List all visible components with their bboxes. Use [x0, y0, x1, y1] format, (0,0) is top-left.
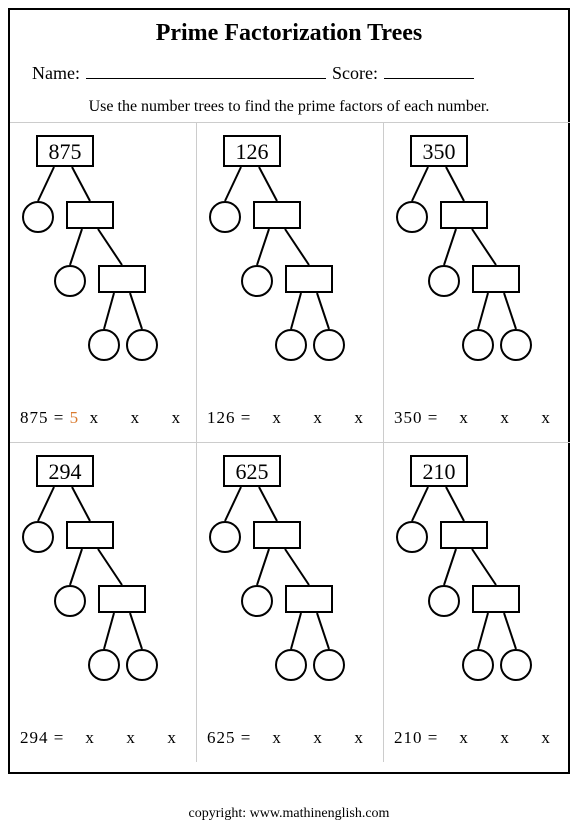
factor-circle[interactable]	[209, 521, 241, 553]
root-number-box: 294	[36, 455, 94, 487]
factor-circle[interactable]	[88, 329, 120, 361]
problem-cell: 875 875 = 5 x x x	[10, 122, 196, 442]
answer-prefix: 625 =	[207, 728, 257, 747]
factor-circle[interactable]	[126, 329, 158, 361]
factor-tree: 625	[205, 455, 375, 695]
answer-prefix: 294 =	[20, 728, 70, 747]
answer-line[interactable]: 875 = 5 x x x	[20, 408, 181, 428]
factor-circle[interactable]	[500, 649, 532, 681]
answer-tail: x x x	[79, 408, 181, 427]
problem-cell: 294 294 = x x x	[10, 442, 196, 762]
root-number-box: 126	[223, 135, 281, 167]
factor-tree: 350	[392, 135, 562, 375]
factor-circle[interactable]	[396, 521, 428, 553]
problem-cell: 126 126 = x x x	[196, 122, 383, 442]
factor-circle[interactable]	[241, 585, 273, 617]
answer-prefix: 126 =	[207, 408, 257, 427]
factor-box[interactable]	[253, 521, 301, 549]
problem-cell: 625 625 = x x x	[196, 442, 383, 762]
answer-line[interactable]: 350 = x x x	[394, 408, 551, 428]
answer-tail: x x x	[70, 728, 177, 747]
factor-circle[interactable]	[88, 649, 120, 681]
score-label: Score:	[332, 63, 378, 84]
answer-tail: x x x	[444, 728, 551, 747]
factor-box[interactable]	[285, 585, 333, 613]
factor-tree: 294	[18, 455, 188, 695]
page-title: Prime Factorization Trees	[10, 10, 568, 47]
factor-box[interactable]	[98, 585, 146, 613]
factor-circle[interactable]	[209, 201, 241, 233]
factor-tree: 210	[392, 455, 562, 695]
factor-circle[interactable]	[428, 265, 460, 297]
name-label: Name:	[32, 63, 80, 84]
factor-box[interactable]	[472, 585, 520, 613]
answer-tail: x x x	[257, 408, 364, 427]
factor-box[interactable]	[440, 201, 488, 229]
factor-circle[interactable]	[275, 329, 307, 361]
answer-line[interactable]: 625 = x x x	[207, 728, 364, 748]
factor-circle[interactable]	[462, 649, 494, 681]
answer-tail: x x x	[257, 728, 364, 747]
root-number-box: 625	[223, 455, 281, 487]
factor-circle[interactable]	[241, 265, 273, 297]
factor-circle[interactable]	[54, 265, 86, 297]
factor-circle[interactable]	[22, 521, 54, 553]
name-blank[interactable]	[86, 61, 326, 79]
copyright-text: copyright: www.mathinenglish.com	[0, 806, 578, 822]
factor-circle[interactable]	[22, 201, 54, 233]
answer-line[interactable]: 294 = x x x	[20, 728, 177, 748]
instruction-text: Use the number trees to find the prime f…	[10, 88, 568, 122]
factor-circle[interactable]	[54, 585, 86, 617]
answer-prefix: 350 =	[394, 408, 444, 427]
answer-highlight: 5	[70, 408, 80, 427]
answer-line[interactable]: 210 = x x x	[394, 728, 551, 748]
factor-box[interactable]	[66, 201, 114, 229]
worksheet-page: Prime Factorization Trees Name: Score: U…	[8, 8, 570, 774]
answer-line[interactable]: 126 = x x x	[207, 408, 364, 428]
score-blank[interactable]	[384, 61, 474, 79]
factor-box[interactable]	[253, 201, 301, 229]
factor-box[interactable]	[98, 265, 146, 293]
factor-box[interactable]	[285, 265, 333, 293]
factor-box[interactable]	[66, 521, 114, 549]
factor-circle[interactable]	[313, 649, 345, 681]
problem-cell: 210 210 = x x x	[383, 442, 570, 762]
factor-circle[interactable]	[428, 585, 460, 617]
factor-box[interactable]	[440, 521, 488, 549]
factor-box[interactable]	[472, 265, 520, 293]
factor-tree: 126	[205, 135, 375, 375]
factor-circle[interactable]	[462, 329, 494, 361]
root-number-box: 350	[410, 135, 468, 167]
root-number-box: 875	[36, 135, 94, 167]
factor-circle[interactable]	[126, 649, 158, 681]
header-row: Name: Score:	[10, 47, 568, 88]
factor-circle[interactable]	[313, 329, 345, 361]
problem-cell: 350 350 = x x x	[383, 122, 570, 442]
root-number-box: 210	[410, 455, 468, 487]
factor-circle[interactable]	[500, 329, 532, 361]
factor-circle[interactable]	[275, 649, 307, 681]
answer-tail: x x x	[444, 408, 551, 427]
answer-prefix: 210 =	[394, 728, 444, 747]
answer-prefix: 875 =	[20, 408, 70, 427]
factor-tree: 875	[18, 135, 188, 375]
problem-grid: 875 875 = 5 x x x 126 126 = x x x 350 350 = x…	[10, 122, 568, 762]
factor-circle[interactable]	[396, 201, 428, 233]
